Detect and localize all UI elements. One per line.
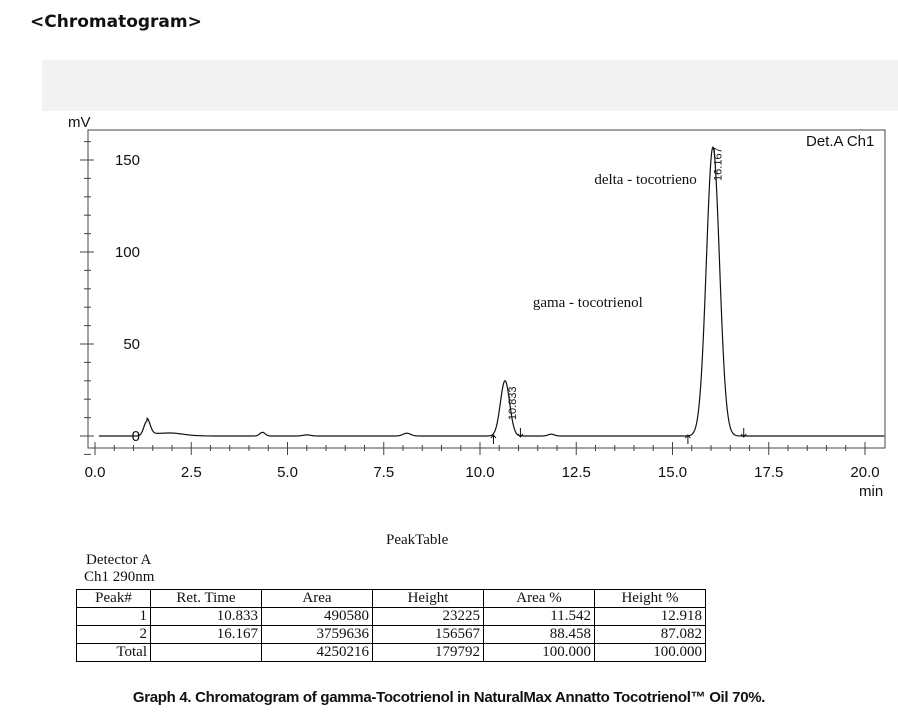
cell: 16.167 [150,625,262,644]
x-tick-label: 17.5 [754,464,783,481]
peak-name-label: delta - tocotrieno [594,172,696,188]
header-height: Height [372,589,484,608]
peaktable-title: PeakTable [386,532,449,548]
x-tick-label: 20.0 [850,464,879,481]
x-tick-label: 12.5 [562,464,591,481]
header-area-percent: Area % [483,589,595,608]
cell: 10.833 [150,607,262,626]
table-row: 2 16.167 3759636 156567 88.458 87.082 [76,625,706,644]
y-tick-label: 100 [115,244,140,261]
cell: 100.000 [483,643,595,662]
cell: 179792 [372,643,484,662]
plot-frame [87,129,886,449]
chromatogram-chart: mV min Det.A Ch1 0.0 2.5 5.0 7.5 10.0 12.5 15.… [68,114,886,500]
cell: 490580 [261,607,373,626]
retention-time-label: 10.833 [507,386,519,420]
integration-start-mark [685,434,691,444]
cell: 156567 [372,625,484,644]
figure-caption: Graph 4. Chromatogram of gamma-Tocotrien… [132,689,766,706]
header-ret-time: Ret. Time [150,589,262,608]
y-axis-label: mV [68,114,91,131]
header-height-percent: Height % [594,589,706,608]
x-tick-label: 15.0 [658,464,687,481]
cell: 11.542 [483,607,595,626]
cell: 1 [76,607,151,626]
table-row: 1 10.833 490580 23225 11.542 12.918 [76,607,706,626]
x-tick-label: 0.0 [85,464,106,481]
header-peak-number: Peak# [76,589,151,608]
x-tick-label: 5.0 [277,464,298,481]
axis-ticks: 0.0 2.5 5.0 7.5 10.0 12.5 15.0 17.5 20.005010015… [80,141,880,481]
x-tick-label: 2.5 [181,464,202,481]
cell: 23225 [372,607,484,626]
cell: 2 [76,625,151,644]
detector-channel: Ch1 290nm [84,569,155,585]
integration-start-mark [490,434,497,444]
header-band [42,60,898,111]
header-area: Area [261,589,373,608]
detector-name: Detector A [86,552,152,568]
table-total-row: Total 4250216 179792 100.000 100.000 [76,643,706,662]
chromatogram-heading: <Chromatogram> [30,12,202,32]
cell: 88.458 [483,625,595,644]
peak-table: Peak# Ret. Time Area Height Area % Heigh… [76,589,706,662]
cell: 100.000 [594,643,706,662]
cell: 3759636 [261,625,373,644]
cell: 4250216 [261,643,373,662]
x-axis-label: min [859,483,883,500]
chromatogram-trace [98,146,885,437]
peak-name-label: gama - tocotrienol [533,295,643,311]
table-header-row: Peak# Ret. Time Area Height Area % Heigh… [76,589,706,608]
detector-channel-label: Det.A Ch1 [806,133,874,150]
y-tick-label: 150 [115,152,140,169]
x-tick-label: 7.5 [373,464,394,481]
cell: 87.082 [594,625,706,644]
x-tick-label: 10.0 [465,464,494,481]
cell: Total [76,643,151,662]
y-tick-label: 50 [123,336,140,353]
cell [150,643,262,662]
cell: 12.918 [594,607,706,626]
